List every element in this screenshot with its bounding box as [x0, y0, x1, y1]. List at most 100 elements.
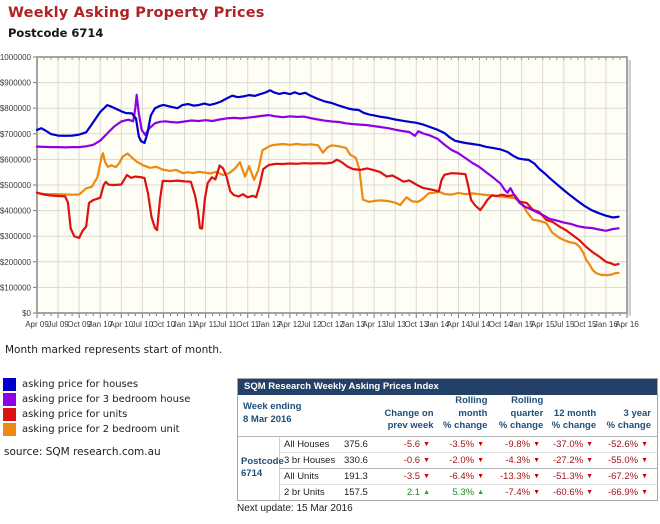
change-cell: 5.3% ▲ — [452, 486, 484, 498]
change-cell: -9.8% ▼ — [505, 438, 540, 450]
table-row: All Units 191.3 -3.5 ▼ -6.4% ▼ -13.3% ▼ -51.3% ▼ -… — [280, 469, 657, 485]
down-triangle-icon: ▼ — [641, 488, 648, 496]
next-update-note: Next update: 15 Mar 2016 — [237, 503, 353, 514]
x-axis-label: Jan 15 — [510, 320, 535, 329]
y-axis-label: $800000 — [0, 104, 32, 113]
series-line-3br-houses — [35, 93, 620, 232]
change-cell: -37.0% ▼ — [552, 438, 593, 450]
down-triangle-icon: ▼ — [586, 456, 593, 464]
x-axis-label: Jul 09 — [47, 320, 69, 329]
table-header-row: Week ending 8 Mar 2016 Change on prev wee… — [238, 395, 657, 437]
legend-item-houses: asking price for houses — [3, 377, 190, 391]
down-triangle-icon: ▼ — [477, 472, 484, 480]
y-axis-label: $0 — [22, 309, 31, 318]
y-axis-label: $200000 — [0, 258, 32, 267]
series-line-houses — [35, 89, 620, 219]
x-axis-label: Oct 11 — [236, 320, 260, 329]
y-axis-label: $500000 — [0, 181, 32, 190]
x-axis-label: Apr 09 — [25, 320, 49, 329]
index-value: 191.3 — [344, 470, 368, 482]
x-axis-label: Jan 16 — [594, 320, 619, 329]
x-axis-label: Apr 12 — [278, 320, 302, 329]
up-triangle-icon: ▲ — [477, 488, 484, 496]
month-note: Month marked represents start of month. — [5, 344, 223, 356]
y-axis-label: $100000 — [0, 283, 32, 292]
row-label: All Houses — [284, 438, 330, 450]
y-axis-label: $300000 — [0, 232, 32, 241]
x-axis-label: Apr 14 — [447, 320, 471, 329]
page-title: Weekly Asking Property Prices — [8, 5, 265, 21]
chart-legend: asking price for houses asking price for … — [3, 377, 190, 437]
change-cell: -66.9% ▼ — [607, 486, 648, 498]
change-cell: -0.6 ▼ — [403, 454, 430, 466]
change-cell: 2.1 ▲ — [406, 486, 430, 498]
index-value: 157.5 — [344, 486, 368, 498]
down-triangle-icon: ▼ — [477, 456, 484, 464]
legend-label: asking price for houses — [22, 378, 139, 390]
3br-house-swatch-icon — [3, 392, 16, 406]
legend-label: asking price for 2 bedroom unit — [22, 423, 180, 435]
houses-swatch-icon — [3, 377, 16, 391]
column-header-4: 3 year% change — [606, 407, 651, 432]
down-triangle-icon: ▼ — [641, 440, 648, 448]
change-cell: -60.6% ▼ — [552, 486, 593, 498]
asking-prices-index-table: SQM Research Weekly Asking Prices Index … — [237, 378, 658, 501]
down-triangle-icon: ▼ — [533, 472, 540, 480]
column-header-3: 12 month% change — [551, 407, 597, 432]
down-triangle-icon: ▼ — [641, 456, 648, 464]
change-cell: -3.5 ▼ — [403, 470, 430, 482]
x-axis-label: Jan 12 — [257, 320, 282, 329]
column-header-1: Rolling month% change — [443, 395, 488, 431]
week-ending-cell: Week ending 8 Mar 2016 — [238, 395, 378, 429]
down-triangle-icon: ▼ — [423, 440, 430, 448]
row-label: 2 br Units — [284, 486, 325, 498]
down-triangle-icon: ▼ — [533, 440, 540, 448]
chart-canvas: $1000000 $900000 $800000 $700000 $600000 $500… — [0, 53, 639, 329]
down-triangle-icon: ▼ — [423, 472, 430, 480]
x-axis-label: Jul 13 — [385, 320, 407, 329]
table-body: Postcode 6714 All Houses 375.6 -5.6 ▼ -3.5% ▼… — [238, 436, 657, 500]
legend-label: asking price for units — [22, 408, 128, 420]
change-cell: -2.0% ▼ — [449, 454, 484, 466]
x-axis-label: Oct 12 — [320, 320, 344, 329]
2br-unit-swatch-icon — [3, 422, 16, 436]
change-cell: -52.6% ▼ — [607, 438, 648, 450]
down-triangle-icon: ▼ — [586, 472, 593, 480]
week-ending-label: Week ending — [243, 401, 302, 412]
x-axis-label: Oct 13 — [404, 320, 428, 329]
row-label: 3 br Houses — [284, 454, 336, 466]
up-triangle-icon: ▲ — [423, 488, 430, 496]
change-cell: -55.0% ▼ — [607, 454, 648, 466]
change-cell: -13.3% ▼ — [499, 470, 540, 482]
postcode-cell-line1: Postcode — [241, 456, 284, 467]
change-cell: -4.3% ▼ — [505, 454, 540, 466]
x-axis-label: Jul 11 — [216, 320, 237, 329]
change-cell: -3.5% ▼ — [449, 438, 484, 450]
down-triangle-icon: ▼ — [533, 488, 540, 496]
week-ending-date: 8 Mar 2016 — [243, 414, 292, 425]
legend-item-2br-unit: asking price for 2 bedroom unit — [3, 422, 190, 436]
x-axis-label: Jul 14 — [469, 320, 491, 329]
down-triangle-icon: ▼ — [423, 456, 430, 464]
y-axis-label: $900000 — [0, 79, 32, 88]
change-cell: -67.2% ▼ — [607, 470, 648, 482]
table-banner: SQM Research Weekly Asking Prices Index — [238, 379, 657, 395]
x-axis-label: Apr 13 — [362, 320, 386, 329]
postcode-cell: Postcode 6714 — [238, 436, 284, 500]
row-label: All Units — [284, 470, 319, 482]
index-value: 330.6 — [344, 454, 368, 466]
x-axis-label: Jan 13 — [341, 320, 366, 329]
down-triangle-icon: ▼ — [586, 440, 593, 448]
x-axis-label: Jul 15 — [553, 320, 575, 329]
x-axis-label: Jul 12 — [300, 320, 322, 329]
x-axis-label: Oct 09 — [67, 320, 91, 329]
units-swatch-icon — [3, 407, 16, 421]
x-axis-label: Oct 14 — [489, 320, 513, 329]
x-axis-label: Oct 10 — [152, 320, 176, 329]
x-axis-label: Jan 14 — [425, 320, 450, 329]
table-rows: All Houses 375.6 -5.6 ▼ -3.5% ▼ -9.8% ▼ -37.0% ▼ -… — [280, 437, 657, 500]
y-axis-label: $400000 — [0, 207, 32, 216]
legend-label: asking price for 3 bedroom house — [22, 393, 191, 405]
column-header-0: Change on prev week — [384, 407, 434, 432]
